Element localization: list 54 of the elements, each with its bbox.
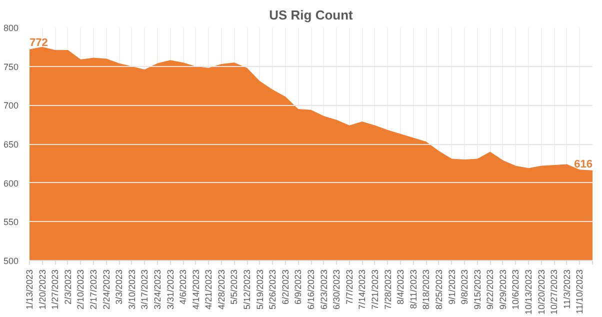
x-tick-label: 4/6/2023	[178, 269, 188, 305]
x-tick-label: 6/16/2023	[306, 269, 316, 310]
x-tick-label: 11/10/2023	[574, 269, 585, 314]
x-tick-label: 10/6/2023	[510, 269, 521, 310]
x-tick-label: 5/5/2023	[229, 269, 240, 305]
x-tick-label: 3/31/2023	[165, 269, 176, 310]
x-tick-label: 2/17/2023	[88, 269, 98, 310]
x-tick-label: 10/20/2023	[536, 269, 546, 315]
x-tick-label: 4/14/2023	[190, 269, 201, 310]
x-tick-label: 9/1/2023	[446, 269, 457, 305]
x-tick-label: 2/10/2023	[76, 269, 86, 310]
x-tick-label: 10/27/2023	[549, 269, 560, 315]
x-tick-label: 10/13/2023	[524, 269, 534, 315]
y-tick-label: 700	[3, 100, 19, 111]
x-tick-label: 8/25/2023	[434, 269, 444, 310]
data-label: 772	[30, 37, 48, 50]
y-tick-label: 550	[3, 217, 19, 228]
x-tick-label: 1/27/2023	[50, 269, 60, 310]
x-tick-label: 8/4/2023	[396, 269, 406, 305]
x-tick-label: 2/3/2023	[62, 269, 73, 305]
x-tick-label: 9/22/2023	[485, 269, 496, 310]
x-tick-label: 3/10/2023	[126, 269, 137, 310]
x-tick-label: 5/12/2023	[242, 269, 252, 310]
y-tick-label: 650	[3, 140, 19, 150]
data-label: 616	[574, 158, 593, 170]
x-tick-label: 6/9/2023	[293, 269, 304, 305]
x-tick-label: 9/29/2023	[498, 269, 508, 310]
x-tick-label: 5/26/2023	[268, 269, 278, 310]
y-tick-label: 750	[3, 62, 19, 72]
x-tick-label: 9/15/2023	[472, 269, 482, 310]
x-tick-label: 8/18/2023	[421, 269, 432, 310]
x-tick-label: 5/19/2023	[254, 269, 265, 310]
x-tick-label: 6/30/2023	[332, 269, 342, 310]
y-tick-label: 500	[3, 256, 19, 266]
x-tick-label: 9/8/2023	[460, 269, 470, 305]
x-tick-label: 6/2/2023	[280, 269, 290, 305]
x-tick-label: 7/28/2023	[382, 269, 393, 310]
x-tick-label: 3/3/2023	[114, 269, 124, 305]
x-tick-label: 3/24/2023	[152, 269, 162, 310]
x-tick-label: 4/21/2023	[204, 269, 214, 310]
x-tick-label: 7/14/2023	[357, 269, 368, 310]
x-tick-label: 7/7/2023	[344, 269, 354, 305]
x-tick-label: 8/11/2023	[408, 269, 418, 309]
x-tick-label: 1/13/2023	[24, 269, 34, 310]
x-tick-label: 4/28/2023	[216, 269, 226, 310]
x-tick-label: 3/17/2023	[140, 269, 150, 310]
y-tick-label: 800	[3, 23, 19, 33]
x-tick-label: 1/20/2023	[37, 269, 48, 310]
x-tick-label: 6/23/2023	[318, 269, 329, 310]
x-tick-label: 11/3/2023	[562, 269, 572, 309]
y-tick-label: 600	[3, 178, 19, 188]
chart-title: US Rig Count	[269, 8, 354, 22]
x-tick-label: 7/21/2023	[370, 269, 380, 310]
x-tick-label: 2/24/2023	[101, 269, 112, 310]
